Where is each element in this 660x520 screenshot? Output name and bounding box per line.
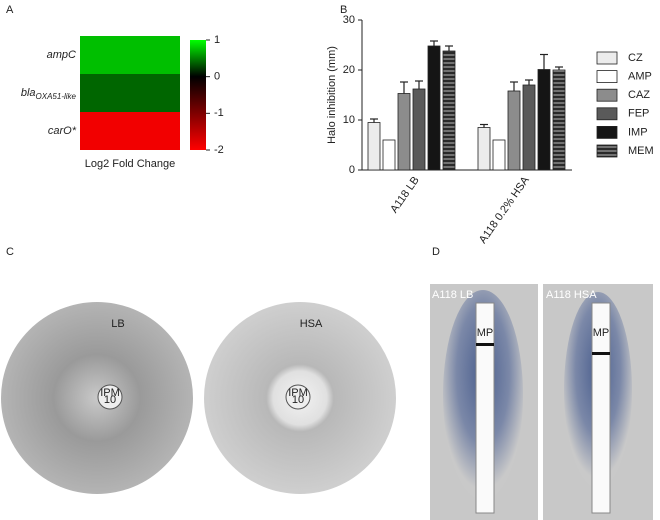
disk: [97, 384, 123, 410]
bar: [412, 88, 426, 171]
plate-label: HSA: [300, 318, 323, 330]
plate-label: LB: [111, 318, 124, 330]
plates-panel: [1, 302, 396, 494]
row-label: ampC: [47, 49, 76, 61]
strip-photo-label: A118 HSA: [546, 289, 597, 301]
row-label-main: ampC: [47, 49, 76, 61]
colorbar-tick-label: -2: [214, 144, 224, 156]
strip-photo-label: A118 LB: [432, 289, 473, 301]
x-tick-label: A118 LB: [388, 175, 422, 216]
bar: [492, 139, 506, 171]
y-axis-label: Halo inhibition (mm): [326, 46, 338, 144]
strip-band: [592, 352, 610, 355]
legend-swatch: [596, 126, 618, 139]
legend-swatch: [596, 70, 618, 83]
legend-label: CZ: [628, 52, 643, 64]
panel-letters: A B C D: [6, 4, 440, 258]
disk-text: 10: [292, 394, 304, 406]
heat-cell: [80, 36, 180, 74]
colorbar-tick-label: 0: [214, 71, 220, 83]
disk: [285, 384, 311, 410]
row-label-sub: OXA51-like: [36, 92, 77, 101]
legend-label: FEP: [628, 108, 649, 120]
legend-swatch: [596, 88, 618, 102]
disk-text: 10: [104, 394, 116, 406]
bar: [367, 122, 381, 171]
row-label: blaOXA51-like: [21, 87, 77, 101]
colorbar-label: Log2 Fold Change: [85, 158, 176, 170]
row-label-main: carO*: [48, 125, 77, 137]
disk-text: IPM: [100, 387, 120, 399]
bar-panel: 0 10 20 30 Halo inhibition (mm) A118 LB A118 0…: [326, 14, 654, 246]
y-tick-label: 20: [343, 64, 355, 76]
bar: [397, 93, 411, 171]
strip-text: MP: [593, 327, 610, 339]
panel-letter: D: [432, 246, 440, 258]
panel-letter: C: [6, 246, 14, 258]
colorbar-tick-label: 1: [214, 34, 220, 46]
legend-label: CAZ: [628, 89, 650, 101]
panel-letter: B: [340, 4, 347, 16]
bar: [442, 50, 456, 171]
legend-swatch: [596, 107, 618, 121]
colorbar: [190, 40, 206, 150]
row-label: carO*: [48, 125, 77, 137]
legend-label: IMP: [628, 126, 648, 138]
bar: [477, 127, 491, 171]
bar: [522, 84, 536, 171]
heat-cell: [80, 112, 180, 150]
legend-label: MEM: [628, 145, 654, 157]
legend-swatch: [596, 144, 618, 158]
bar: [382, 139, 396, 171]
heat-cell: [80, 74, 180, 112]
bar: [427, 45, 441, 171]
bar: [537, 69, 551, 171]
colorbar-tick-label: -1: [214, 107, 224, 119]
strip-band: [476, 343, 494, 346]
strips-panel: [430, 284, 653, 520]
y-tick-label: 10: [343, 114, 355, 126]
strip-text: MP: [477, 327, 494, 339]
x-tick-label: A118 0.2% HSA: [477, 174, 532, 246]
panel-letter: A: [6, 4, 14, 16]
bar: [552, 69, 566, 171]
y-tick-label: 30: [343, 14, 355, 26]
bar: [507, 90, 521, 171]
strip: [475, 302, 495, 514]
row-label-main: bla: [21, 87, 36, 99]
strip: [591, 302, 611, 514]
y-tick-label: 0: [349, 164, 355, 176]
legend-label: AMP: [628, 71, 652, 83]
plate: [1, 302, 193, 494]
disk-text: IPM: [288, 387, 308, 399]
heatmap-panel: ampC blaOXA51-like carO* 1 0 -1 -2 Log2 Fold Ch…: [21, 34, 224, 170]
legend-swatch: [596, 51, 618, 65]
